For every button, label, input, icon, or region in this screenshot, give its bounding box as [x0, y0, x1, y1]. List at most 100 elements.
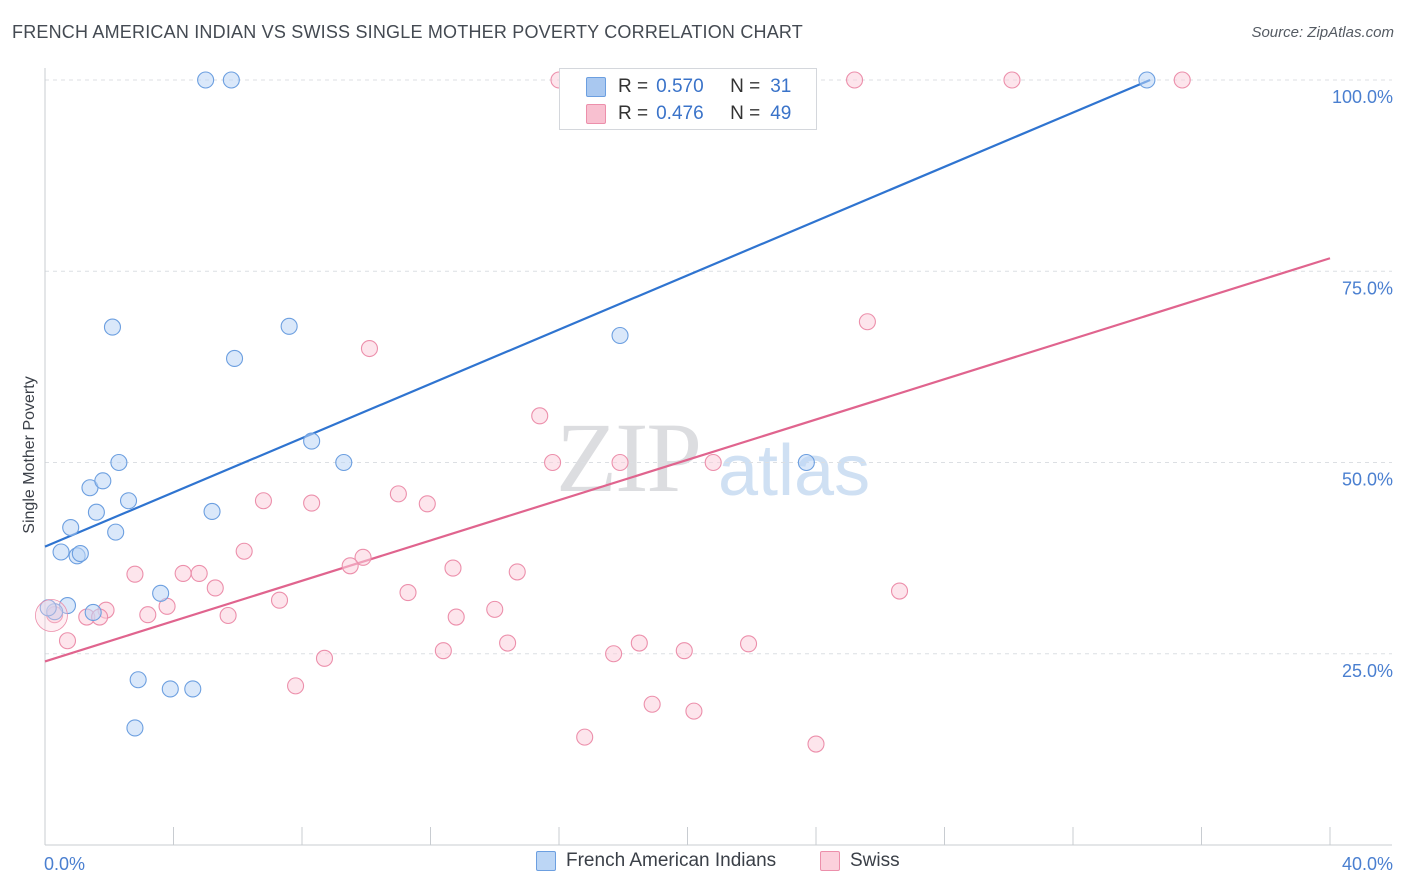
point-swiss	[486, 600, 504, 618]
point-swiss	[858, 313, 876, 331]
point-swiss	[418, 495, 436, 513]
point-french-american-indians	[84, 603, 102, 621]
point-swiss	[219, 606, 237, 625]
point-swiss	[287, 677, 305, 695]
point-french-american-indians	[184, 680, 202, 698]
point-french-american-indians	[119, 492, 138, 510]
point-french-american-indians	[71, 544, 89, 563]
point-swiss	[270, 591, 289, 609]
point-swiss	[630, 634, 648, 652]
points-layer	[35, 71, 1191, 753]
legend-item-swiss[interactable]: Swiss	[820, 850, 900, 872]
point-swiss	[303, 494, 321, 512]
point-swiss	[890, 582, 909, 600]
source-attribution: Source: ZipAtlas.com	[1251, 24, 1394, 41]
r-value: 0.570	[656, 76, 704, 97]
n-value: 31	[770, 76, 792, 97]
point-swiss	[845, 71, 864, 89]
point-swiss	[341, 557, 359, 575]
point-french-american-indians	[203, 502, 221, 521]
legend-label: Swiss	[850, 850, 900, 871]
point-french-american-indians	[280, 317, 298, 335]
point-french-american-indians	[222, 71, 240, 89]
point-french-american-indians	[126, 719, 144, 737]
point-swiss	[508, 563, 526, 581]
point-swiss	[531, 407, 549, 425]
stats-row-swiss: R = 0.476 N = 49	[560, 101, 791, 127]
point-swiss	[354, 548, 372, 566]
point-french-american-indians	[611, 326, 629, 345]
point-french-american-indians	[225, 349, 244, 368]
stats-legend: R = 0.570 N = 31 R = 0.476 N = 49	[559, 68, 817, 130]
point-swiss	[360, 339, 379, 358]
point-french-american-indians	[161, 680, 179, 698]
x-tick-label-min: 0.0%	[44, 854, 85, 874]
n-label: N =	[730, 76, 761, 97]
point-swiss	[58, 632, 77, 650]
stats-swatch-blue	[586, 77, 606, 97]
point-swiss	[190, 564, 208, 582]
point-french-american-indians	[335, 453, 353, 472]
y-tick-label: 75.0%	[1342, 278, 1393, 298]
axis-layer	[44, 68, 1392, 846]
trend-layer	[44, 78, 1331, 663]
point-swiss	[576, 728, 594, 746]
grid-layer	[45, 79, 1392, 655]
r-value: 0.476	[656, 103, 704, 124]
point-swiss	[434, 642, 452, 660]
n-label: N =	[730, 103, 761, 124]
point-swiss	[739, 635, 758, 653]
point-swiss	[389, 485, 407, 503]
point-swiss	[807, 735, 825, 753]
point-swiss	[235, 542, 253, 560]
point-swiss	[643, 695, 661, 713]
legend-swatch-pink	[820, 851, 840, 871]
point-swiss	[126, 565, 144, 583]
point-swiss	[704, 453, 722, 472]
point-swiss	[611, 453, 629, 472]
point-swiss	[605, 645, 623, 663]
y-axis-label: Single Mother Poverty	[21, 376, 38, 533]
stats-swatch-pink	[586, 104, 606, 124]
point-french-american-indians	[52, 543, 70, 561]
point-swiss	[544, 453, 562, 472]
point-swiss	[1173, 71, 1191, 89]
point-swiss	[139, 606, 157, 624]
y-tick-label: 50.0%	[1342, 470, 1393, 490]
point-french-american-indians	[303, 432, 321, 450]
trend-line-french-american-indians	[44, 78, 1151, 548]
legend-label: French American Indians	[566, 850, 777, 871]
point-swiss	[174, 564, 192, 582]
point-french-american-indians	[103, 318, 122, 336]
point-swiss	[499, 634, 517, 652]
point-french-american-indians	[129, 671, 147, 689]
legend-item-french-american-indians[interactable]: French American Indians	[536, 850, 776, 872]
label-layer: 25.0% 50.0% 75.0% 100.0% 0.0% 40.0% Single Mot…	[21, 87, 1393, 874]
stats-row-french-american-indians: R = 0.570 N = 31	[560, 74, 791, 100]
point-swiss	[444, 559, 462, 577]
point-swiss	[35, 599, 68, 632]
point-swiss	[447, 608, 465, 626]
legend-swatch-blue	[536, 851, 556, 871]
x-tick-label-max: 40.0%	[1342, 854, 1393, 874]
point-swiss	[254, 492, 273, 510]
point-french-american-indians	[797, 453, 815, 472]
point-swiss	[315, 649, 334, 667]
point-french-american-indians	[107, 523, 125, 541]
point-swiss	[1003, 71, 1021, 89]
point-swiss	[685, 702, 703, 720]
point-french-american-indians	[197, 71, 215, 89]
r-label: R =	[618, 76, 649, 97]
n-value: 49	[770, 103, 792, 124]
chart-title: FRENCH AMERICAN INDIAN VS SWISS SINGLE M…	[12, 22, 803, 42]
y-tick-label: 100.0%	[1332, 87, 1393, 107]
point-french-american-indians	[1138, 71, 1156, 89]
point-swiss	[206, 579, 224, 597]
point-french-american-indians	[62, 518, 80, 537]
point-french-american-indians	[110, 453, 128, 472]
r-label: R =	[618, 103, 649, 124]
point-swiss	[399, 583, 417, 602]
watermark-atlas: atlas	[718, 431, 871, 511]
point-french-american-indians	[94, 472, 112, 490]
